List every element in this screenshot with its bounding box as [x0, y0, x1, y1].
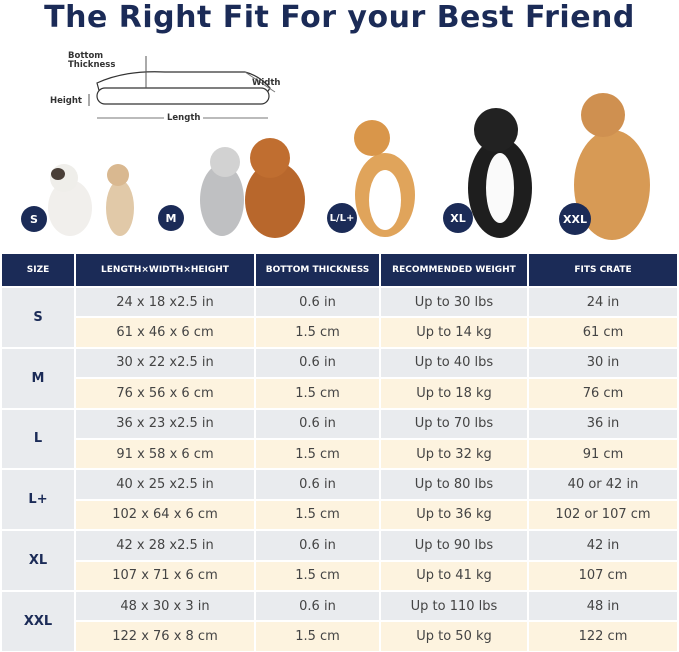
table-cell: 1.5 cm	[256, 498, 379, 530]
table-cell: 42 x 28 x2.5 in	[76, 529, 254, 560]
size-cell: S	[2, 286, 74, 347]
size-badge-xl: XL	[443, 203, 473, 233]
header-dimensions: LENGTH×WIDTH×HEIGHT	[76, 254, 254, 286]
table-cell: 0.6 in	[256, 468, 379, 499]
table-cell: 122 x 76 x 8 cm	[76, 620, 254, 651]
table-cell: 0.6 in	[256, 529, 379, 560]
size-badge-xxl: XXL	[559, 203, 591, 235]
table-cell: 61 cm	[529, 316, 677, 347]
table-row: 76 x 56 x 6 cm 1.5 cm Up to 18 kg 76 cm	[2, 377, 677, 408]
table-row: XXL 48 x 30 x 3 in 0.6 in Up to 110 lbs 48 i…	[2, 589, 677, 651]
table-cell: 91 cm	[529, 437, 677, 469]
table-cell: 48 x 30 x 3 in	[76, 589, 254, 621]
size-cell: XL	[2, 529, 74, 590]
table-cell: 1.5 cm	[256, 437, 379, 469]
table-cell: 36 x 23 x2.5 in	[76, 407, 254, 438]
table-cell: 48 in	[529, 589, 677, 621]
table-cell: Up to 70 lbs	[381, 407, 527, 438]
table-cell: Up to 41 kg	[381, 559, 527, 590]
table-row: 102 x 64 x 6 cm 1.5 cm Up to 36 kg 102 or 1…	[2, 498, 677, 530]
table-cell: 1.5 cm	[256, 316, 379, 347]
table-cell: Up to 30 lbs	[381, 286, 527, 317]
table-cell: 102 x 64 x 6 cm	[76, 498, 254, 530]
table-row: S 24 x 18 x2.5 in 0.6 in Up to 30 lbs 24 in	[2, 286, 677, 347]
header-fits-crate: FITS CRATE	[529, 254, 677, 286]
table-cell: 0.6 in	[256, 589, 379, 621]
table-cell: 0.6 in	[256, 407, 379, 438]
table-row: L 36 x 23 x2.5 in 0.6 in Up to 70 lbs 36 in	[2, 407, 677, 469]
header-bottom-thickness: BOTTOM THICKNESS	[256, 254, 379, 286]
table-cell: 1.5 cm	[256, 559, 379, 590]
table-cell: Up to 32 kg	[381, 437, 527, 469]
table-cell: 76 x 56 x 6 cm	[76, 377, 254, 408]
size-cell: XXL	[2, 589, 74, 651]
table-cell: 91 x 58 x 6 cm	[76, 437, 254, 469]
table-cell: 42 in	[529, 529, 677, 560]
table-cell: 1.5 cm	[256, 377, 379, 408]
size-cell: L+	[2, 468, 74, 530]
corgi-icon	[354, 120, 415, 237]
table-cell: Up to 110 lbs	[381, 589, 527, 621]
bed-dimension-diagram: Bottom Thickness Height Width Length	[40, 48, 300, 128]
table-cell: 61 x 46 x 6 cm	[76, 316, 254, 347]
table-cell: 0.6 in	[256, 346, 379, 378]
poodle-m-icon	[245, 138, 305, 238]
table-cell: 24 x 18 x2.5 in	[76, 286, 254, 317]
table-cell: 0.6 in	[256, 286, 379, 317]
table-cell: 76 cm	[529, 377, 677, 408]
table-cell: 1.5 cm	[256, 620, 379, 651]
table-cell: Up to 90 lbs	[381, 529, 527, 560]
table-cell: 36 in	[529, 407, 677, 438]
table-cell: Up to 14 kg	[381, 316, 527, 347]
table-header-row: SIZE LENGTH×WIDTH×HEIGHT BOTTOM THICKNES…	[2, 254, 677, 286]
table-cell: Up to 50 kg	[381, 620, 527, 651]
table-cell: 107 cm	[529, 559, 677, 590]
table-row: L+ 40 x 25 x2.5 in 0.6 in Up to 80 lbs 40 or…	[2, 468, 677, 530]
page-title: The Right Fit For your Best Friend	[44, 0, 635, 35]
table-row: 122 x 76 x 8 cm 1.5 cm Up to 50 kg 122 cm	[2, 620, 677, 651]
cat-m-icon	[200, 147, 244, 236]
table-cell: Up to 80 lbs	[381, 468, 527, 499]
height-label: Height	[50, 96, 82, 106]
table-cell: Up to 40 lbs	[381, 346, 527, 378]
border-collie-icon	[468, 108, 532, 238]
table-cell: 107 x 71 x 6 cm	[76, 559, 254, 590]
table-row: M 30 x 22 x2.5 in 0.6 in Up to 40 lbs 30 in	[2, 346, 677, 408]
header-recommended-weight: RECOMMENDED WEIGHT	[381, 254, 527, 286]
table-cell: Up to 36 kg	[381, 498, 527, 530]
bed-outline-icon	[88, 56, 276, 119]
table-row: 107 x 71 x 6 cm 1.5 cm Up to 41 kg 107 cm	[2, 559, 677, 590]
golden-retriever-icon	[574, 93, 650, 240]
chihuahua-s-icon	[106, 164, 134, 236]
table-cell: 30 x 22 x2.5 in	[76, 346, 254, 378]
size-badge-m: M	[158, 205, 184, 231]
table-cell: 102 or 107 cm	[529, 498, 677, 530]
table-cell: 30 in	[529, 346, 677, 378]
size-cell: M	[2, 346, 74, 408]
bottom-thickness-label: Bottom Thickness	[68, 51, 116, 70]
table-cell: 40 x 25 x2.5 in	[76, 468, 254, 499]
size-badge-s: S	[21, 206, 47, 232]
size-cell: L	[2, 407, 74, 469]
table-cell: 24 in	[529, 286, 677, 317]
table-cell: 40 or 42 in	[529, 468, 677, 499]
table-cell: Up to 18 kg	[381, 377, 527, 408]
size-badge-l: L/L+	[327, 203, 357, 233]
width-label: Width	[252, 78, 281, 88]
table-cell: 122 cm	[529, 620, 677, 651]
length-label: Length	[164, 114, 204, 123]
table-row: 61 x 46 x 6 cm 1.5 cm Up to 14 kg 61 cm	[2, 316, 677, 347]
size-chart-table: SIZE LENGTH×WIDTH×HEIGHT BOTTOM THICKNES…	[0, 254, 679, 651]
header-size: SIZE	[2, 254, 74, 286]
table-row: XL 42 x 28 x2.5 in 0.6 in Up to 90 lbs 42 in	[2, 529, 677, 590]
cat-s-icon	[48, 164, 92, 236]
pets-illustration	[48, 93, 650, 240]
table-row: 91 x 58 x 6 cm 1.5 cm Up to 32 kg 91 cm	[2, 437, 677, 469]
